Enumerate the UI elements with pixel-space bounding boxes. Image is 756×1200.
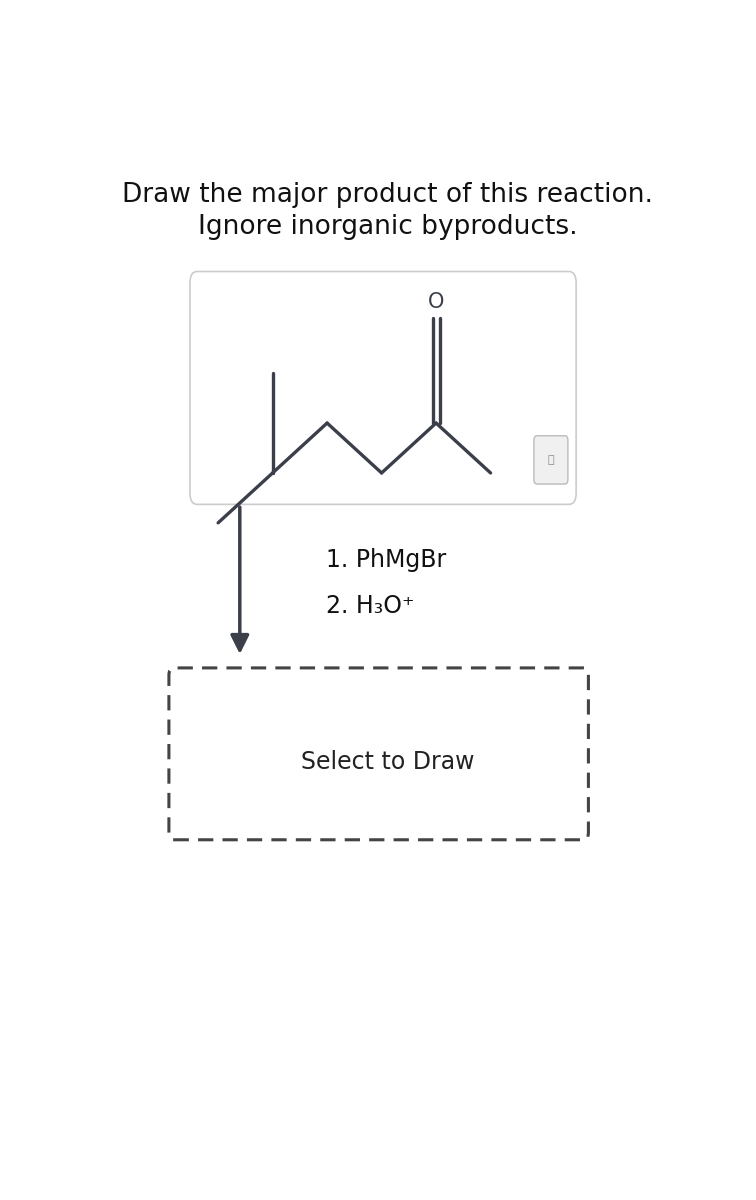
Text: 🔍: 🔍 (547, 455, 554, 464)
Text: Draw the major product of this reaction.: Draw the major product of this reaction. (122, 182, 653, 208)
Text: O: O (428, 292, 445, 312)
Text: Ignore inorganic byproducts.: Ignore inorganic byproducts. (197, 214, 578, 240)
FancyBboxPatch shape (190, 271, 576, 504)
Text: 2. H₃O⁺: 2. H₃O⁺ (326, 594, 414, 618)
Text: 1. PhMgBr: 1. PhMgBr (326, 547, 446, 571)
Text: Select to Draw: Select to Draw (301, 750, 474, 774)
FancyBboxPatch shape (534, 436, 568, 484)
FancyBboxPatch shape (169, 668, 588, 840)
